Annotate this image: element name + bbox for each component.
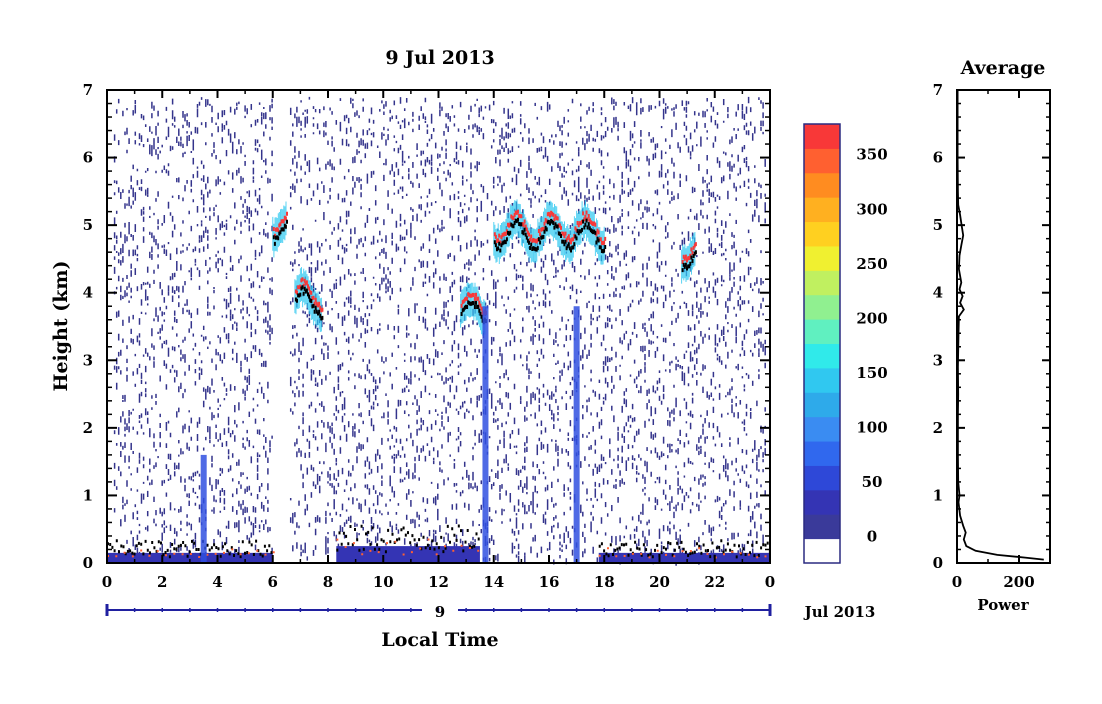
date-axis [105,604,772,616]
colorbar-segment [804,124,840,149]
avg-x-tick-label: 200 [1003,573,1034,591]
colorbar-segment [804,221,840,247]
y-axis-label: Height (km) [50,261,72,392]
precip-shaft-2 [573,306,580,563]
colorbar-segment [804,343,840,369]
colorbar-tick-label: 100 [856,419,887,437]
colorbar-segment [804,172,840,198]
x-tick-label: 4 [212,573,222,591]
colorbar-tick-label: 250 [856,255,887,273]
surface-layer-1 [336,546,480,563]
colorbar-segment [804,245,840,271]
main-title: 9 Jul 2013 [385,47,494,69]
cloud-halo-4 [294,267,322,332]
average-profile-line [956,90,1044,561]
x-tick-label: 20 [649,573,670,591]
avg-y-tick-label: 2 [933,419,943,437]
background-noise [113,96,766,566]
x-tick-label: 16 [539,573,560,591]
colorbar-segment [804,465,840,491]
y-tick-label: 3 [83,351,93,369]
y-tick-label: 7 [83,81,93,99]
date-month-label: Jul 2013 [803,603,876,621]
colorbar-segment [804,514,840,540]
colorbar-tick-label: 300 [856,200,887,218]
x-tick-label: 0 [765,573,775,591]
colorbar-frame [803,123,841,564]
cloud-core-3 [493,209,607,246]
avg-y-tick-label: 1 [933,486,943,504]
colorbar-segment [804,319,840,344]
average-title: Average [960,57,1046,79]
y-tick-label: 4 [83,284,93,302]
cloud-edge-4 [294,285,324,321]
average-axes: 0 1 2 3 4 5 6 7 0 200 [933,81,1051,591]
surface-layer-0 [107,552,273,563]
colorbar-segment [804,197,840,223]
y-tick-label: 2 [83,419,93,437]
colorbar-segment [804,270,840,296]
x-tick-label: 8 [323,573,333,591]
y-tick-label: 6 [83,149,93,167]
avg-y-tick-label: 3 [933,351,943,369]
colorbar-segment [804,148,840,174]
y-tick-label: 1 [83,486,93,504]
x-tick-label: 2 [157,573,167,591]
surface-layer-strong-2 [598,547,767,559]
x-tick-label: 18 [594,573,615,591]
x-tick-label: 6 [268,573,278,591]
cloud-edge-3 [493,217,607,254]
x-tick-label: 12 [428,573,449,591]
colorbar-segment [804,441,840,466]
x-tick-label: 10 [373,573,394,591]
surface-layer-top-1 [336,524,480,554]
colorbar-segment [804,367,840,393]
avg-y-tick-label: 5 [933,216,943,234]
y-tick-label: 0 [83,554,93,572]
avg-y-tick-label: 4 [933,284,943,302]
cloud-edge-6 [272,219,288,246]
colorbar-tick-label: 350 [856,146,887,164]
y-tick-label: 5 [83,216,93,234]
colorbar-segment [804,392,840,418]
colorbar: 0 50 100 150 200 250 300 350 [803,123,888,564]
date-day-label: 9 [435,603,445,621]
colorbar-tick-label: 150 [856,364,887,382]
surface-layer-strong-1 [336,538,480,556]
x-tick-label: 22 [704,573,725,591]
colorbar-segment [804,538,840,564]
heatmap-area [107,96,771,566]
colorbar-segment [804,416,840,442]
colorbar-tick-label: 50 [862,473,883,491]
cloud-core-4 [294,277,324,313]
average-plot-frame [956,89,1051,564]
colorbar-tick-label: 0 [867,528,877,546]
precip-shaft-0 [200,454,207,563]
surface-layer-2 [598,552,770,563]
x-axis-label: Local Time [381,629,498,651]
avg-y-tick-label: 7 [933,81,943,99]
avg-y-tick-label: 6 [933,149,943,167]
colorbar-tick-label: 200 [856,309,887,327]
x-tick-label: 0 [102,573,112,591]
precip-shaft-1 [482,306,489,563]
cloud-edge-7 [681,250,697,273]
average-x-label: Power [977,596,1029,614]
x-tick-label: 14 [483,573,504,591]
avg-y-tick-label: 0 [933,554,943,572]
cloud-core-6 [272,211,288,238]
colorbar-segment [804,489,840,515]
cloud-core-7 [681,242,697,264]
avg-x-tick-label: 0 [952,573,962,591]
colorbar-segment [804,294,840,320]
